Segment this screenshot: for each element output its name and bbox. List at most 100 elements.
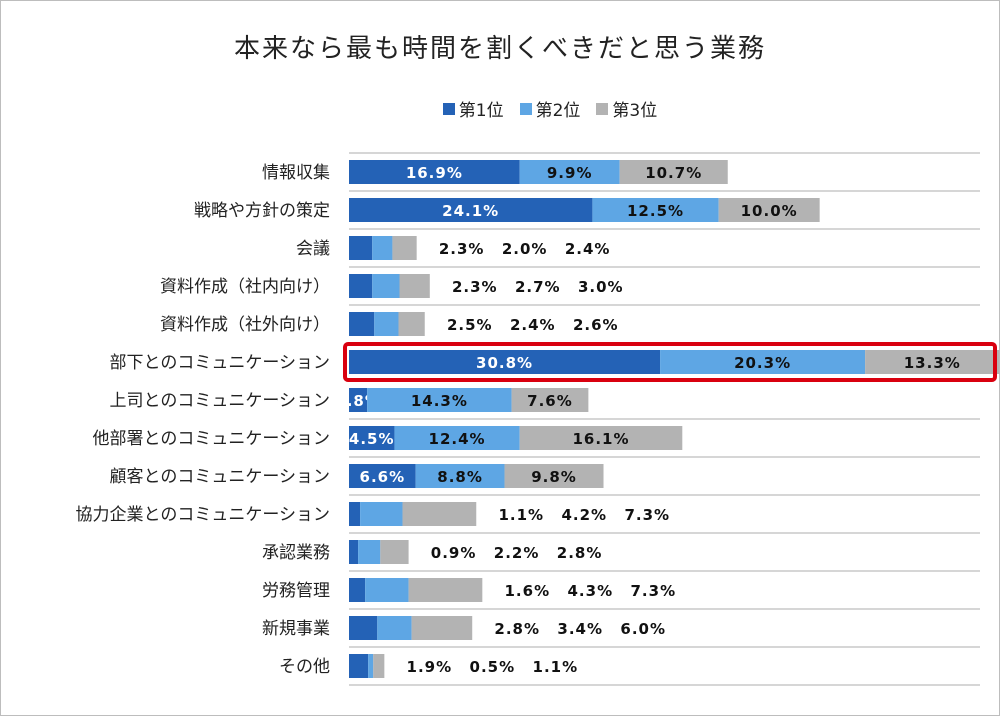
data-label: 2.0% [502,240,548,258]
legend: 第1位 第2位 第3位 [0,96,1000,121]
data-label: 2.2% [494,544,540,562]
data-label: 2.3% [452,278,498,296]
category-label: その他 [279,657,330,677]
bar-segment [360,502,403,526]
bar-segment [349,198,593,222]
bar-segment [398,312,425,336]
legend-label-3: 第3位 [612,101,658,121]
bar-segment [374,312,399,336]
category-label: 承認業務 [262,543,330,563]
bar-segment [408,578,483,602]
bar-segment [865,350,1000,374]
category-label: 新規事業 [262,619,330,639]
category-label: 戦略や方針の策定 [194,201,330,221]
data-label: 30.8% [476,354,533,372]
data-label: 20.3% [734,354,791,372]
bar-segment [367,388,512,412]
category-label: 協力企業とのコミュニケーション [76,505,331,525]
category-label: 資料作成（社内向け） [160,277,330,297]
bar-segment [349,464,416,488]
data-label: 4.3% [568,582,614,600]
data-label: 12.4% [429,430,486,448]
legend-item-1: 第1位 [442,96,504,121]
bar-segment [349,426,395,450]
data-label: 13.3% [904,354,961,372]
bar-segment [619,160,728,184]
bar-segment [511,388,589,412]
data-label: 2.5% [447,316,493,334]
category-label: 情報収集 [262,163,330,183]
legend-label-2: 第2位 [535,101,581,121]
legend-label-1: 第1位 [458,101,504,121]
data-label: 1.9% [407,658,453,676]
bar-segment [365,578,409,602]
data-label: 6.0% [620,620,666,638]
bar-segment [349,236,373,260]
data-label: 10.0% [741,202,798,220]
data-label: 7.3% [624,506,670,524]
category-label: 部下とのコミュニケーション [110,353,331,373]
bar-segment [402,502,477,526]
bar-segment [349,312,375,336]
data-label: 16.9% [406,164,463,182]
bar-segment [399,274,430,298]
bar-segment [349,160,520,184]
bar-segment [592,198,719,222]
bar-segment [349,350,661,374]
data-label: 2.8% [494,620,540,638]
bar-segment [411,616,473,640]
category-label: 他部署とのコミュニケーション [93,429,331,449]
bar-segment [718,198,820,222]
category-label: 上司とのコミュニケーション [110,391,331,411]
data-label: 12.5% [627,202,684,220]
highlight-box [343,342,997,382]
bar-segment [380,540,409,564]
legend-swatch-1 [442,102,455,115]
bar-segment [415,464,505,488]
data-label: 8.8% [437,468,483,486]
data-label: 9.9% [547,164,593,182]
data-label: 2.6% [573,316,619,334]
data-label: 16.1% [572,430,629,448]
bar-segment [660,350,866,374]
bar-segment [372,236,393,260]
data-label: 3.0% [578,278,624,296]
data-label: 7.6% [527,392,573,410]
data-label: 2.4% [510,316,556,334]
bar-segment [349,274,373,298]
data-label: 6.6% [360,468,406,486]
bar-segment [504,464,604,488]
bar-segment [377,616,412,640]
data-label: 10.7% [645,164,702,182]
bar-segment [349,616,378,640]
bar-segment [349,654,369,678]
bar-segment [392,236,417,260]
bar-segment [349,578,366,602]
bar-segment [519,160,620,184]
data-label: 0.9% [431,544,477,562]
data-label: 1.6% [505,582,551,600]
data-label: 9.8% [531,468,577,486]
bar-segment [394,426,520,450]
data-label: 1.1% [533,658,579,676]
data-label: 2.7% [515,278,561,296]
legend-item-3: 第3位 [596,96,657,121]
chart-title: 本来なら最も時間を割くべきだと思う業務 [233,34,766,64]
data-label: 24.1% [442,202,499,220]
legend-item-2: 第2位 [519,96,581,121]
bar-segment [358,540,381,564]
data-label: 7.3% [631,582,677,600]
bar-segment [373,654,385,678]
bar-segment [368,654,374,678]
bar-segment [349,388,368,412]
legend-swatch-2 [519,102,532,115]
category-label: 会議 [296,239,330,259]
bar-segment [519,426,683,450]
data-label: 2.8% [557,544,603,562]
bar-segment [349,502,361,526]
data-label: 1.1% [498,506,544,524]
data-label: 4.2% [561,506,607,524]
data-label: 0.5% [470,658,516,676]
data-label: 2.4% [565,240,611,258]
